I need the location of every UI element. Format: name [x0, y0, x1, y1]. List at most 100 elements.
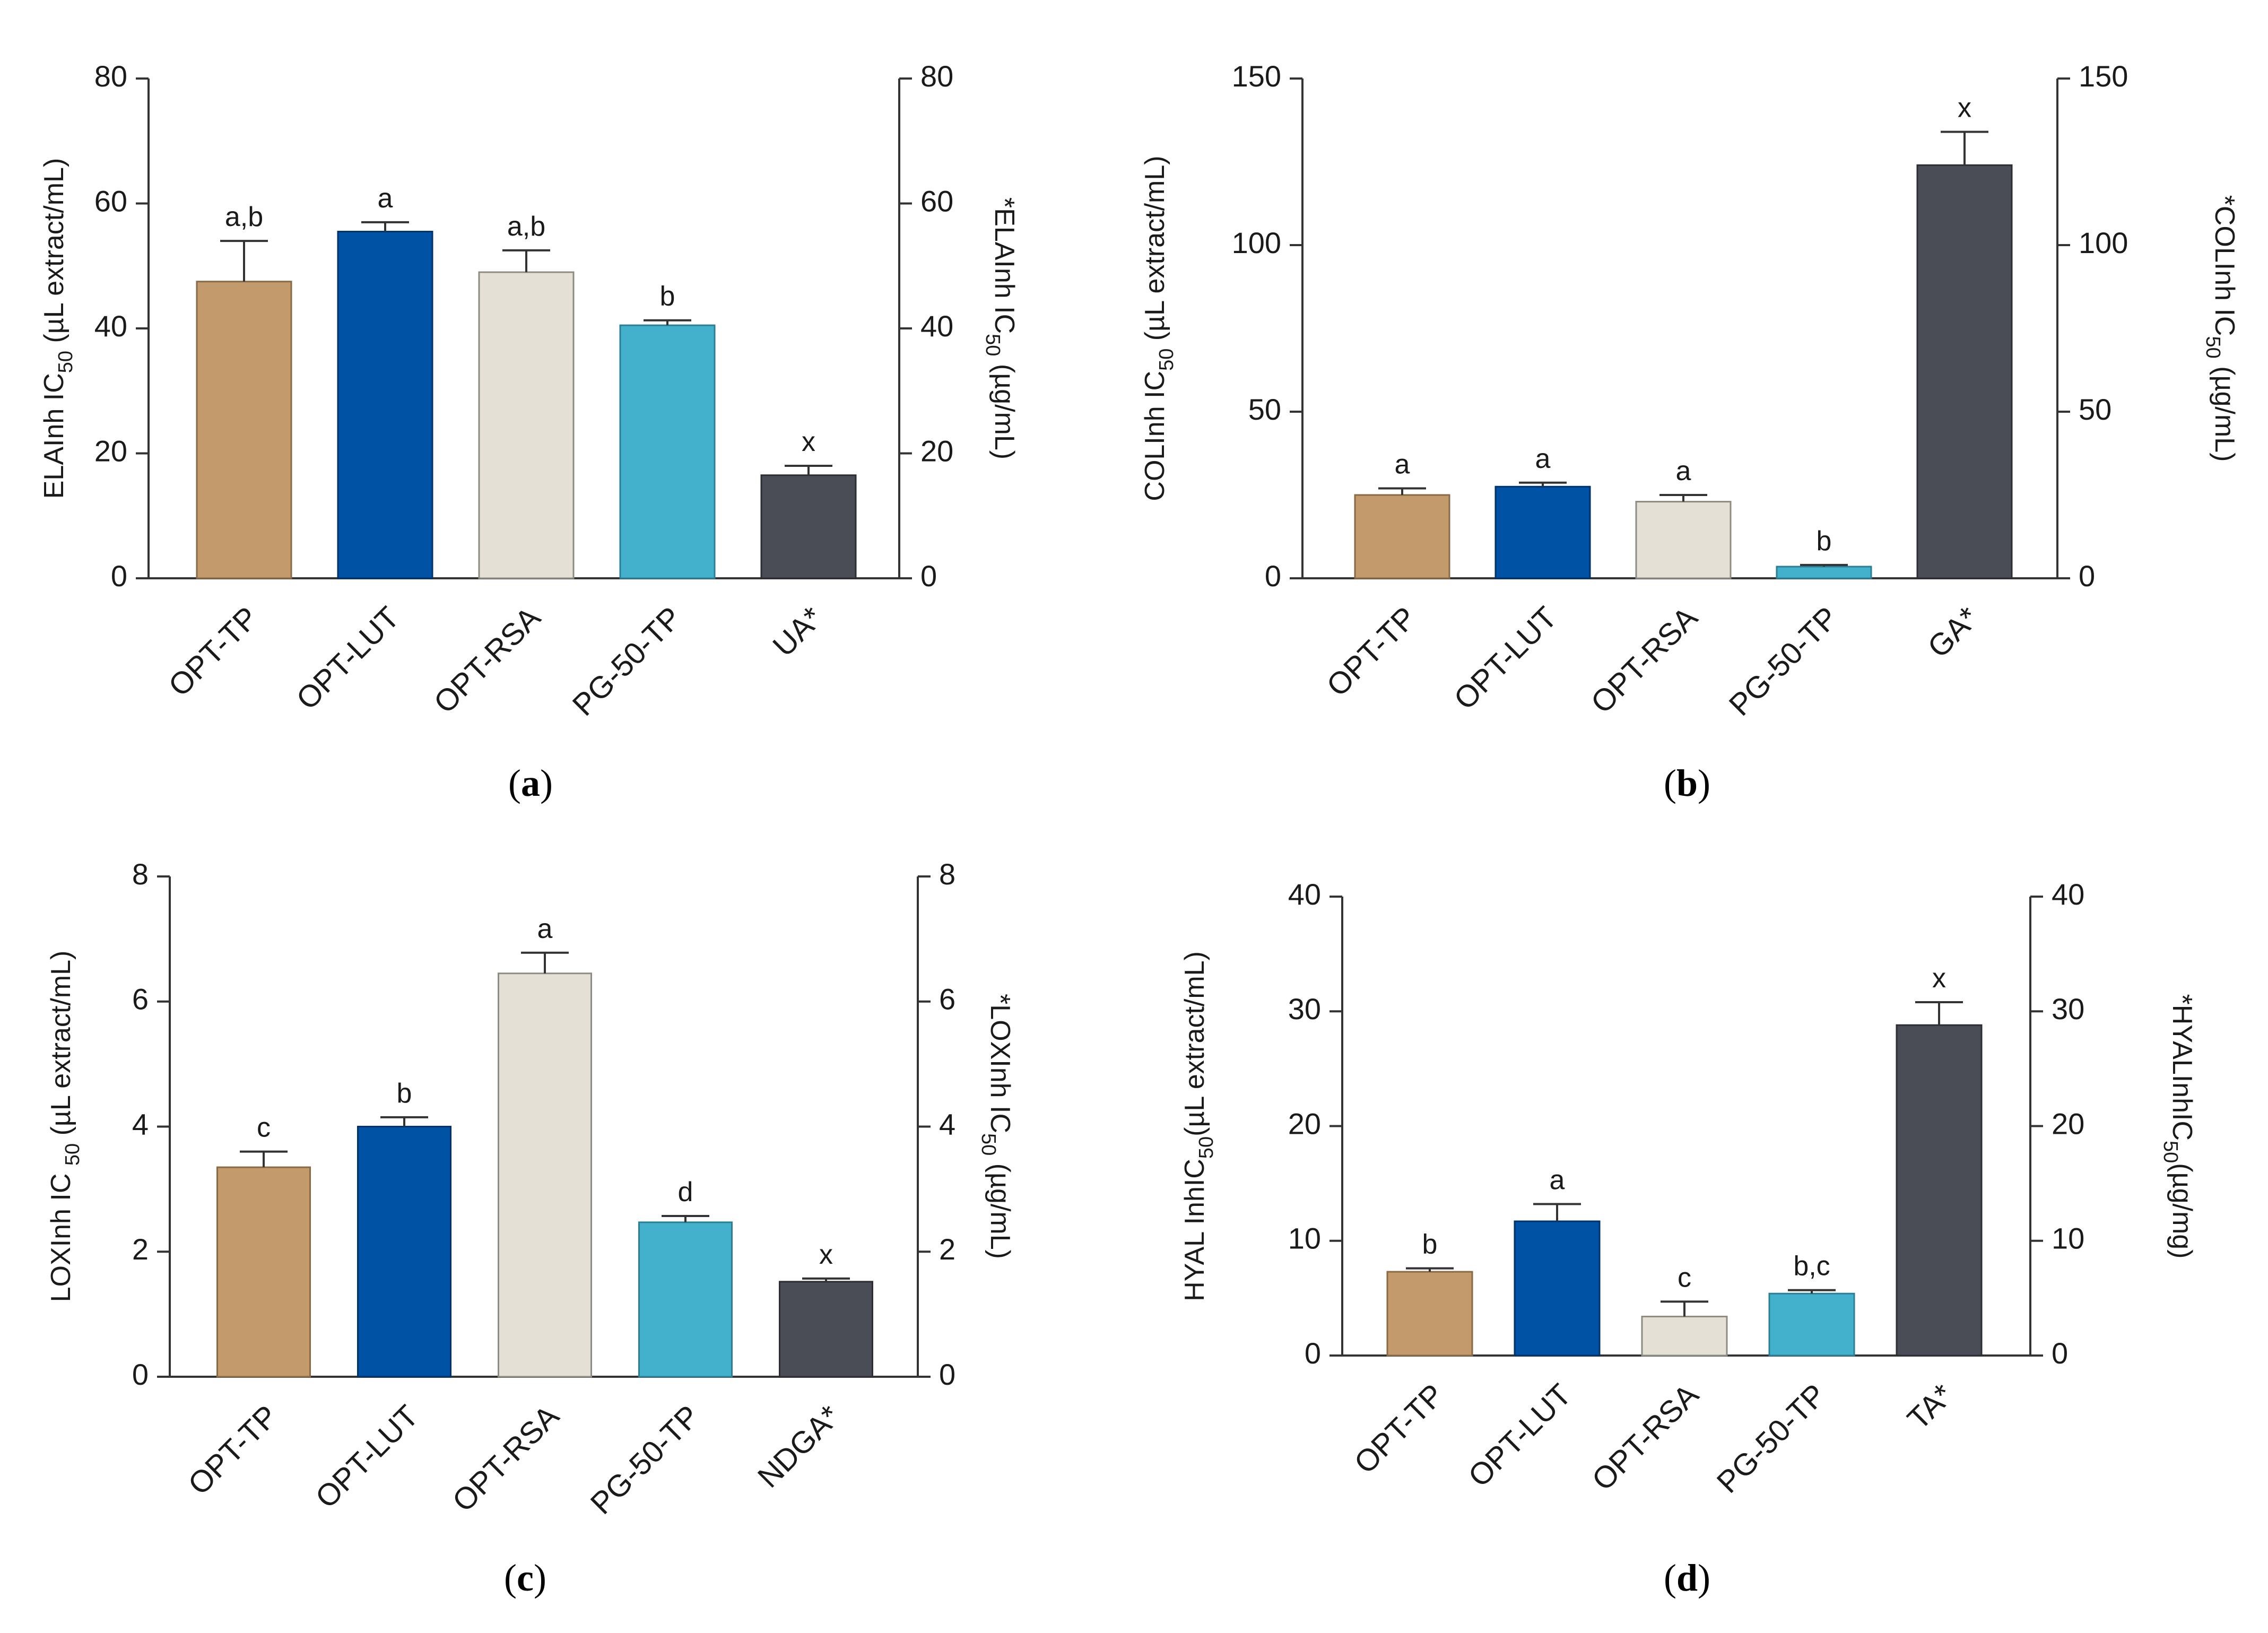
significance-label: a,b — [225, 202, 263, 232]
category-label: UA* — [766, 600, 829, 663]
panel-caption: (c) — [504, 1557, 546, 1599]
bar-ndga — [779, 1281, 873, 1378]
right-axis-title: *COLInh IC50 (µg/mL) — [2202, 195, 2240, 462]
significance-label: d — [678, 1177, 693, 1208]
right-tick-label: 40 — [920, 309, 953, 343]
category-label: OPT-LUT — [1447, 600, 1563, 716]
bar-ta — [1896, 1024, 1983, 1357]
left-tick-label: 0 — [1305, 1336, 1321, 1370]
category-label: PG-50-TP — [584, 1399, 707, 1521]
category-label: PG-50-TP — [566, 600, 689, 723]
bar-opt-tp — [1354, 494, 1450, 579]
significance-label: a — [1535, 444, 1551, 474]
bar-pg-50-tp — [619, 324, 716, 579]
left-tick-label: 60 — [94, 184, 127, 218]
bar-opt-rsa — [478, 271, 575, 579]
left-axis-title: LOXInh IC 50 (µL extract/mL) — [46, 951, 84, 1302]
left-tick-label: 0 — [111, 559, 127, 593]
left-tick-label: 30 — [1288, 992, 1321, 1026]
left-axis-title: ELAInh IC50 (µL extract/mL) — [39, 158, 77, 499]
left-tick-label: 40 — [94, 309, 127, 343]
significance-label: a — [1550, 1165, 1565, 1196]
bar-opt-rsa — [498, 972, 592, 1378]
right-axis-title: *HYALInhIC50(µg/mg) — [2159, 994, 2197, 1259]
category-label: OPT-LUT — [1462, 1377, 1578, 1493]
significance-label: b — [1422, 1229, 1438, 1260]
right-tick-label: 150 — [2079, 59, 2128, 93]
left-tick-label: 20 — [1288, 1107, 1321, 1140]
category-label: OPT-TP — [181, 1399, 284, 1501]
category-label: OPT-TP — [1320, 600, 1423, 703]
panel-a: 0 0 20 20 40 40 60 60 80 80 a,b OPT-TP a OPT-LUT a,b OP… — [39, 59, 1020, 804]
panel-b: 0 0 50 50 100 100 150 150 a OPT-TP a OPT-LUT a OPT-RS… — [1140, 59, 2240, 804]
right-tick-label: 20 — [2052, 1107, 2084, 1140]
right-tick-label: 8 — [939, 857, 955, 891]
left-tick-label: 20 — [94, 434, 127, 467]
bar-opt-tp — [1386, 1271, 1473, 1357]
bar-opt-lut — [1514, 1220, 1601, 1357]
left-tick-label: 40 — [1288, 878, 1321, 911]
panel-d: 0 0 10 10 20 20 30 30 40 40 b OPT-TP a OPT-LUT c OPT-RS… — [1179, 878, 2198, 1599]
right-tick-label: 60 — [920, 184, 953, 218]
bar-opt-lut — [1494, 485, 1591, 579]
right-tick-label: 6 — [939, 983, 955, 1016]
bar-ua — [760, 474, 857, 579]
right-tick-label: 20 — [920, 434, 953, 467]
right-axis-title: *LOXInh IC50 (µg/mL) — [977, 994, 1015, 1259]
significance-label: c — [1678, 1262, 1691, 1293]
bar-opt-lut — [337, 230, 433, 579]
bar-opt-lut — [357, 1126, 451, 1378]
significance-label: b — [660, 281, 675, 312]
significance-label: a — [537, 914, 553, 944]
right-tick-label: 80 — [920, 59, 953, 93]
left-tick-label: 0 — [132, 1358, 149, 1391]
significance-label: a — [1676, 456, 1691, 487]
significance-label: b — [1817, 526, 1832, 557]
left-axis-title: HYAL InhIC50(µL extract/mL) — [1179, 951, 1218, 1301]
category-label: PG-50-TP — [1710, 1377, 1833, 1500]
category-label: OPT-RSA — [1584, 600, 1704, 720]
panel-caption: (d) — [1664, 1557, 1710, 1599]
right-tick-label: 0 — [2052, 1336, 2068, 1370]
left-axis-title: COLInh IC50 (µL extract/mL) — [1140, 155, 1178, 501]
left-tick-label: 150 — [1232, 59, 1281, 93]
category-label: TA* — [1901, 1377, 1960, 1436]
category-label: OPT-TP — [162, 600, 265, 703]
right-tick-label: 50 — [2079, 393, 2111, 426]
significance-label: x — [802, 427, 815, 457]
panel-caption: (a) — [508, 762, 553, 804]
category-label: PG-50-TP — [1723, 600, 1845, 723]
category-label: OPT-TP — [1348, 1377, 1450, 1480]
bar-opt-tp — [216, 1166, 311, 1378]
panel-c: 0 0 2 2 4 4 6 6 8 8 c OPT-TP b OPT-LUT a OPT-RSA d PG-50-… — [46, 857, 1016, 1599]
right-tick-label: 4 — [939, 1107, 955, 1141]
bar-opt-rsa — [1641, 1315, 1728, 1357]
right-tick-label: 0 — [939, 1358, 955, 1391]
bar-opt-rsa — [1635, 501, 1732, 579]
right-tick-label: 100 — [2079, 226, 2128, 259]
significance-label: x — [1932, 963, 1946, 994]
left-tick-label: 80 — [94, 59, 127, 93]
significance-label: a — [1395, 449, 1410, 480]
right-tick-label: 30 — [2052, 992, 2084, 1026]
category-label: OPT-LUT — [290, 600, 406, 716]
bar-opt-tp — [196, 281, 292, 579]
significance-label: a — [378, 183, 393, 214]
right-tick-label: 10 — [2052, 1222, 2084, 1255]
significance-label: c — [257, 1113, 271, 1143]
category-label: NDGA* — [751, 1399, 847, 1494]
category-label: OPT-LUT — [309, 1399, 425, 1515]
left-tick-label: 2 — [132, 1232, 149, 1266]
right-tick-label: 0 — [920, 559, 937, 593]
bar-pg-50-tp — [1768, 1292, 1855, 1357]
right-tick-label: 2 — [939, 1232, 955, 1266]
right-tick-label: 0 — [2079, 559, 2095, 593]
bar-pg-50-tp — [1776, 566, 1872, 579]
category-label: GA* — [1921, 600, 1985, 664]
panel-caption: (b) — [1664, 762, 1710, 804]
category-label: OPT-RSA — [1585, 1377, 1705, 1497]
left-tick-label: 10 — [1288, 1222, 1321, 1255]
right-tick-label: 40 — [2052, 878, 2084, 911]
left-tick-label: 50 — [1248, 393, 1281, 426]
